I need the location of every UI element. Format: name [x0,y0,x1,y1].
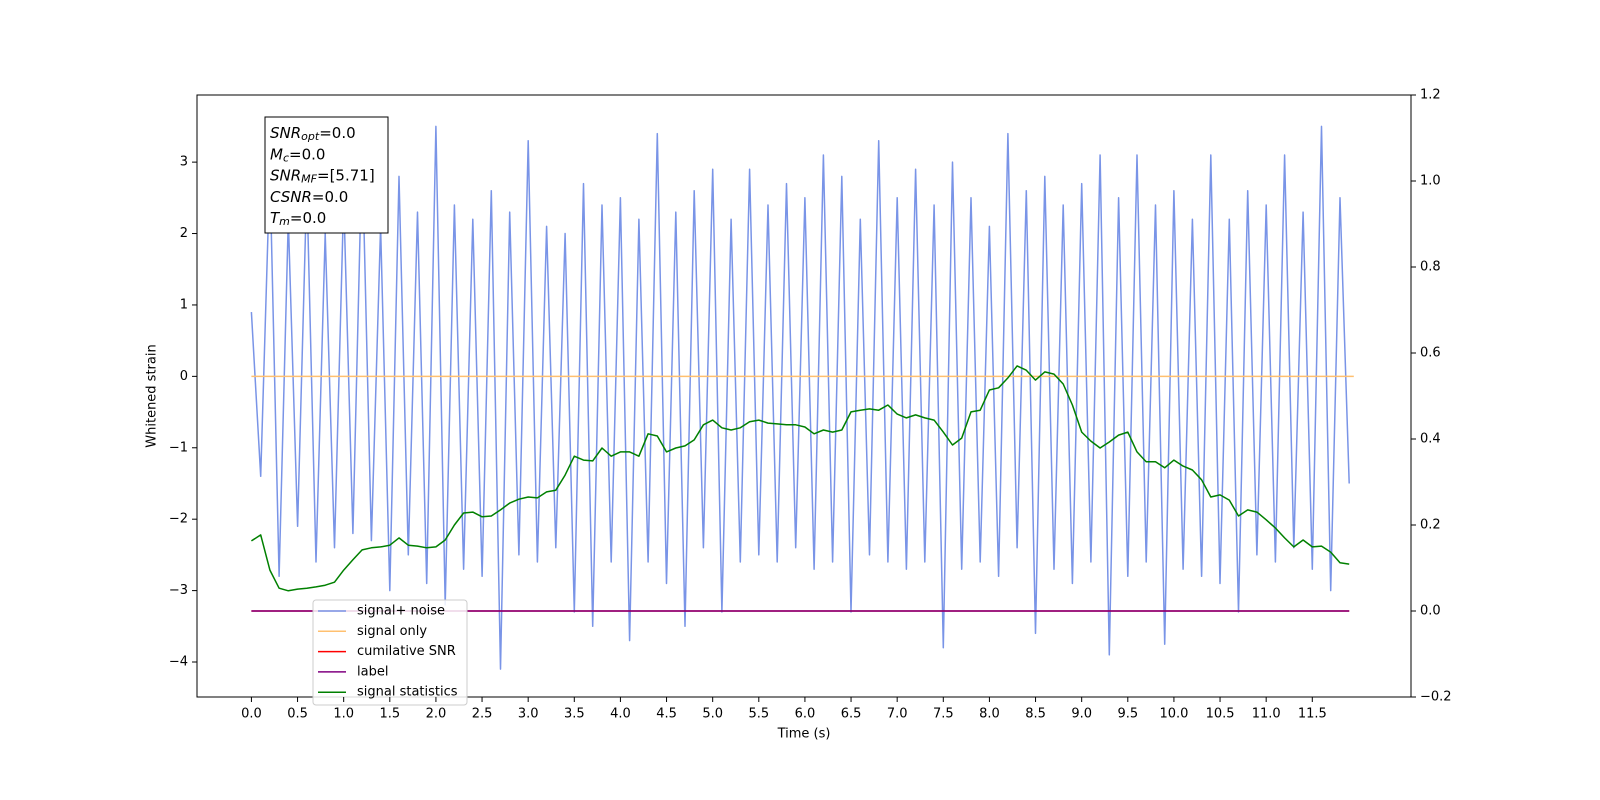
y-tick-label: 1 [180,297,188,312]
x-tick-label: 8.5 [1025,707,1046,722]
annotation-line: Tm=0.0 [270,209,326,229]
x-tick-label: 11.0 [1252,707,1281,722]
annotation-text: =[5.71] [317,166,375,184]
x-tick-label: 5.0 [702,707,723,722]
annotation-line: Mc=0.0 [270,145,325,165]
y-tick-label: −1 [169,440,188,455]
x-tick-label: 10.0 [1159,707,1188,722]
x-tick-label: 8.0 [979,707,1000,722]
annotation-symbol: M [270,145,283,163]
annotation-text: =0.0 [319,124,355,142]
axes-frame [196,94,1412,698]
y2-tick-label: 0.2 [1420,518,1441,533]
y2-tick-label: 0.4 [1420,432,1441,447]
legend-label: signal only [357,624,427,639]
y2-tick-label: 1.0 [1420,174,1441,189]
annotation-subscript: MF [301,173,317,186]
y-tick-label: −4 [169,655,188,670]
series-line [250,125,1350,670]
x-tick-label: 11.5 [1298,707,1327,722]
x-tick-label: 9.0 [1071,707,1092,722]
y-tick-label: 3 [180,155,188,170]
legend-label: signal statistics [357,685,458,700]
annotation-symbol: SNR [270,124,301,142]
annotation-box [264,116,389,234]
annotation-line: SNRMF=[5.71] [270,166,375,186]
x-tick-label: 4.5 [656,707,677,722]
annotation-text: =0.0 [289,145,325,163]
legend-label: label [357,664,388,679]
series-line [250,365,1350,592]
x-tick-label: 7.0 [887,707,908,722]
annotation-subscript: c [283,151,289,164]
y-tick-label: 2 [180,226,188,241]
y-axis-label: Whitened strain [145,344,160,447]
legend: signal+ noise signal only cumilative SNR la… [318,604,458,700]
y2-tick-label: −0.2 [1420,690,1452,705]
y-tick-label: −2 [169,512,188,527]
x-tick-label: 6.0 [795,707,816,722]
x-tick-label: 0.0 [241,707,262,722]
annotation-symbol: SNR [270,166,301,184]
x-tick-label: 0.5 [287,707,308,722]
y2-tick-label: 0.8 [1420,260,1441,275]
annotation-symbol: T [270,209,281,227]
x-tick-label: 1.5 [379,707,400,722]
annotation-text: =0.0 [312,187,348,205]
y-tick-label: −3 [169,583,188,598]
x-tick-label: 3.0 [518,707,539,722]
x-tick-label: 4.0 [610,707,631,722]
legend-label: cumilative SNR [357,644,456,659]
legend-label: signal+ noise [357,604,445,619]
annotation: SNRopt=0.0Mc=0.0SNRMF=[5.71]CSNR=0.0Tm=0… [270,124,375,229]
annotation-line: SNRopt=0.0 [270,124,356,144]
y-tick-label: 0 [180,369,188,384]
legend-box [312,599,468,706]
x-tick-label: 6.5 [841,707,862,722]
x-tick-label: 2.0 [426,707,447,722]
x-tick-label: 5.5 [748,707,769,722]
annotation-subscript: opt [301,130,320,143]
annotation-symbol: CSNR [270,187,312,205]
annotation-line: CSNR=0.0 [270,187,348,205]
x-tick-label: 2.5 [472,707,493,722]
x-tick-label: 10.5 [1206,707,1235,722]
annotation-text: =0.0 [290,209,326,227]
y2-tick-label: 0.6 [1420,346,1441,361]
x-tick-label: 9.5 [1117,707,1138,722]
x-axis-label: Time (s) [777,727,831,742]
annotation-subscript: m [279,215,290,228]
x-tick-label: 7.5 [933,707,954,722]
x-tick-label: 3.5 [564,707,585,722]
x-tick-label: 1.0 [333,707,354,722]
y2-tick-label: 1.2 [1420,88,1441,103]
y2-tick-label: 0.0 [1420,604,1441,619]
